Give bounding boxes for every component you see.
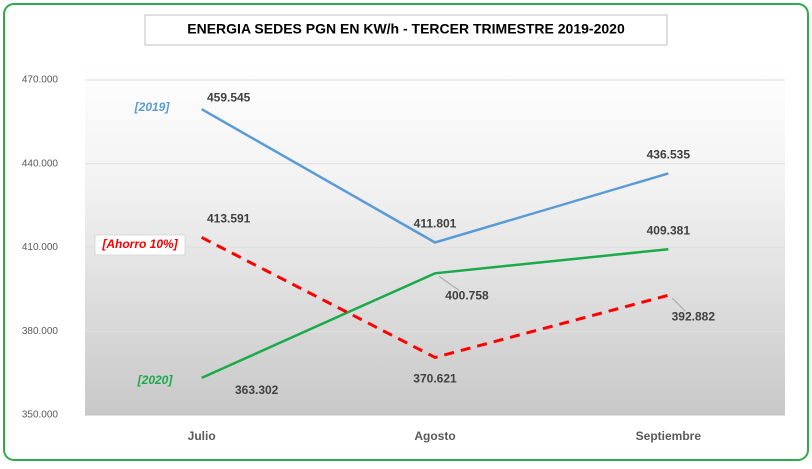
data-label: 409.381 xyxy=(647,223,691,237)
y-tick-label: 470.000 xyxy=(22,75,59,86)
series-line xyxy=(201,108,669,244)
y-tick-label: 380.000 xyxy=(22,326,59,337)
data-label: 370.621 xyxy=(413,372,457,386)
x-tick-label: Agosto xyxy=(414,429,455,443)
y-tick-label: 410.000 xyxy=(22,242,59,253)
series-name: [Ahorro 10%] xyxy=(101,237,178,251)
series-line xyxy=(201,247,669,380)
series-name: [2020] xyxy=(137,373,174,387)
y-tick-label: 440.000 xyxy=(22,158,59,169)
leader-line xyxy=(671,297,686,312)
y-tick-label: 350.000 xyxy=(22,410,59,421)
series-name-box xyxy=(94,234,186,256)
title-box xyxy=(144,14,668,46)
x-tick-label: Septiembre xyxy=(636,429,702,443)
series-name: [2019] xyxy=(134,100,171,114)
data-label: 363.302 xyxy=(235,383,279,397)
chart-title: ENERGIA SEDES PGN EN KW/h - TERCER TRIME… xyxy=(187,21,625,37)
x-tick-label: Julio xyxy=(188,429,216,443)
data-label: 411.801 xyxy=(414,217,457,231)
series-line xyxy=(200,236,669,360)
data-label: 413.591 xyxy=(207,212,251,226)
plot-area xyxy=(85,60,785,415)
data-label: 400.758 xyxy=(445,288,489,302)
data-label: 436.535 xyxy=(647,148,691,162)
leader-line xyxy=(438,275,460,291)
data-label: 392.882 xyxy=(672,309,716,323)
data-label: 459.545 xyxy=(207,90,251,104)
